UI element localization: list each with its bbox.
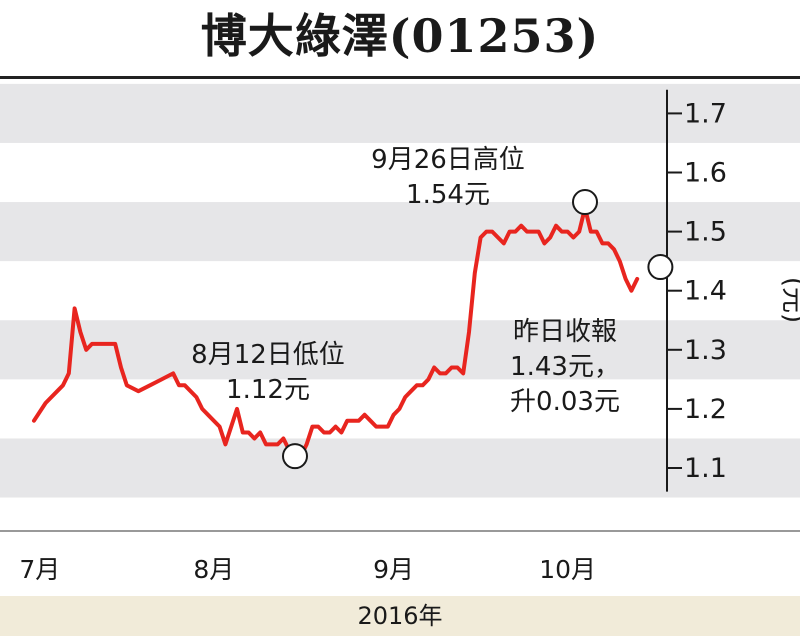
annotation-line: 8月12日低位: [191, 340, 345, 370]
y-tick-label: 1.3: [684, 335, 727, 366]
y-tick-label: 1.1: [684, 453, 727, 484]
annotation-line: 昨日收報: [513, 317, 617, 347]
point-marker: [282, 443, 308, 470]
y-tick-label: 1.4: [684, 276, 727, 307]
point-marker: [572, 189, 598, 216]
y-tick-label: 1.5: [684, 217, 727, 248]
point-markers: [282, 189, 674, 470]
x-tick-label: 7月: [19, 555, 60, 584]
annotation-line: 1.43元，: [510, 352, 620, 382]
x-tick-label: 8月: [193, 555, 234, 584]
annotation-line: 升0.03元: [510, 387, 620, 417]
y-unit-label: (元): [778, 277, 800, 323]
annotation: 8月12日低位 1.12元: [191, 340, 345, 405]
annotation: 9月26日高位 1.54元: [371, 145, 525, 210]
title-rule: [0, 76, 800, 79]
plot-bottom-line: [0, 530, 800, 532]
y-tick-label: 1.6: [684, 158, 727, 189]
price-chart: 1.1 1.2 1.3 1.4 1.5 1.6 1.7 (元) 8月12日低位 1.12元 9月…: [0, 83, 800, 584]
price-line: [32, 206, 640, 459]
annotation-line: 1.54元: [406, 180, 490, 210]
y-tick-label: 1.7: [684, 98, 727, 129]
y-tick-label: 1.2: [684, 394, 727, 425]
y-axis: 1.1 1.2 1.3 1.4 1.5 1.6 1.7: [666, 89, 727, 492]
chart-title: 博大綠澤(01253): [200, 9, 600, 63]
x-tick-label: 10月: [539, 555, 596, 584]
x-axis-labels: 7月 8月 9月 10月: [19, 555, 596, 584]
annotation-line: 9月26日高位: [371, 145, 525, 175]
annotation: 昨日收報 1.43元， 升0.03元: [510, 317, 620, 417]
x-axis-title: 2016年: [0, 596, 800, 636]
point-marker: [647, 254, 674, 281]
annotation-line: 1.12元: [226, 375, 310, 405]
x-tick-label: 9月: [373, 555, 414, 584]
